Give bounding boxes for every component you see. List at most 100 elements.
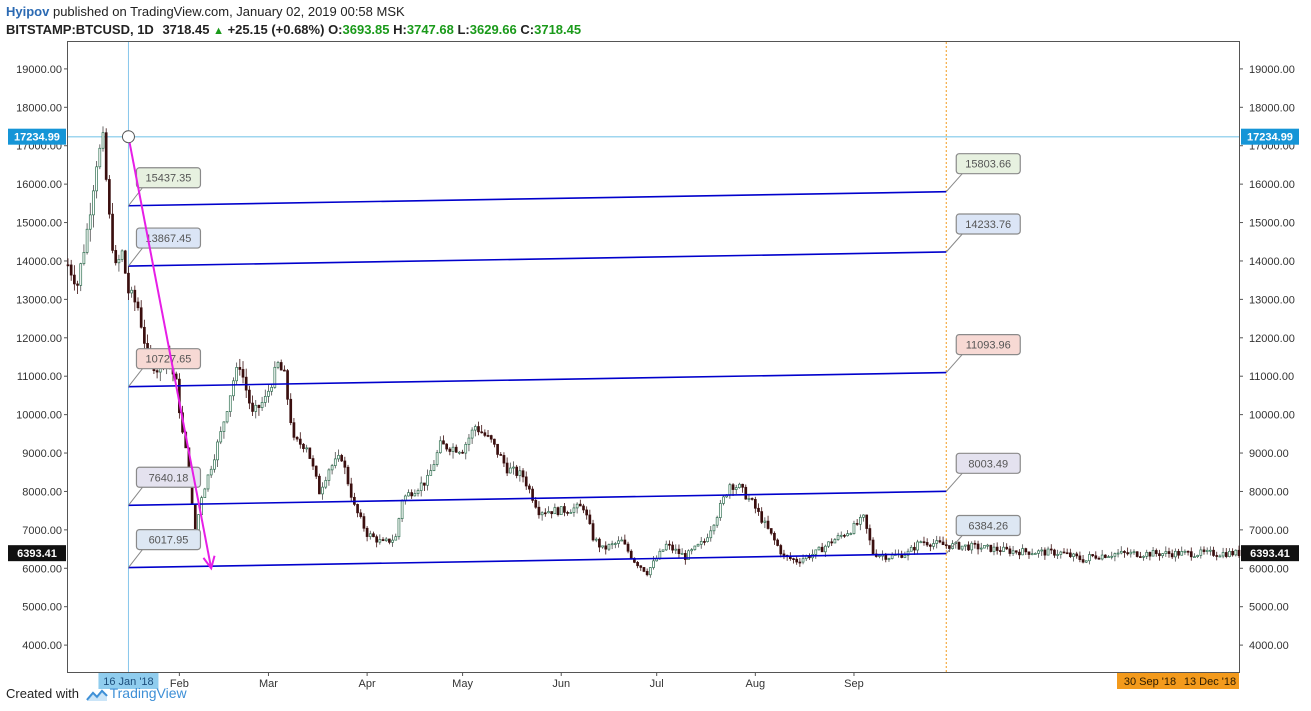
candle bbox=[515, 464, 519, 479]
candle-body-up bbox=[1209, 549, 1212, 552]
candle bbox=[127, 265, 130, 301]
candle-body-down bbox=[925, 542, 929, 546]
candle bbox=[598, 537, 601, 553]
candle-body-up bbox=[916, 541, 919, 551]
candle bbox=[1040, 547, 1044, 556]
candle bbox=[117, 254, 121, 272]
candle-body-down bbox=[563, 506, 566, 513]
candle bbox=[260, 396, 264, 411]
candle bbox=[238, 358, 242, 376]
candle-body-up bbox=[473, 426, 477, 431]
candle-body-up bbox=[82, 252, 86, 265]
candle-body-down bbox=[461, 451, 464, 454]
candle bbox=[760, 507, 764, 525]
candle bbox=[1005, 543, 1009, 551]
candle-body-up bbox=[327, 469, 331, 481]
candle-body-up bbox=[92, 190, 95, 216]
candle bbox=[343, 456, 347, 475]
candle bbox=[855, 519, 859, 526]
candle-body-up bbox=[270, 387, 273, 392]
candle-body-up bbox=[661, 549, 665, 552]
author-name[interactable]: Hyipov bbox=[6, 4, 50, 19]
candle bbox=[979, 542, 983, 553]
candle bbox=[130, 286, 133, 298]
candle-body-down bbox=[1053, 549, 1056, 556]
trend-lines[interactable]: 15437.35 15803.66 13867.45 14233.76 10727.65… bbox=[128, 153, 1021, 569]
candle-body-down bbox=[1139, 556, 1142, 558]
candle bbox=[795, 555, 799, 565]
candle-body-down bbox=[136, 301, 140, 309]
candle bbox=[123, 249, 127, 274]
candle-body-down bbox=[884, 554, 888, 560]
candle-body-down bbox=[779, 545, 783, 555]
candle-body-down bbox=[645, 571, 649, 576]
range-start-date-text: 30 Sep '18 bbox=[1124, 676, 1176, 688]
candle bbox=[1177, 548, 1180, 559]
candle-body-down bbox=[1024, 548, 1028, 553]
candle bbox=[871, 537, 875, 556]
candle-body-up bbox=[451, 446, 455, 452]
candle bbox=[744, 484, 748, 500]
candle-body-up bbox=[613, 543, 617, 545]
candle-body-up bbox=[986, 544, 989, 547]
candle-body-down bbox=[626, 543, 630, 552]
candle bbox=[782, 549, 786, 560]
candle-body-down bbox=[1094, 555, 1098, 559]
candle bbox=[85, 223, 89, 255]
trend-start-label-box bbox=[135, 227, 202, 249]
trend-start-label-box bbox=[135, 466, 202, 488]
candle-body-up bbox=[610, 543, 614, 546]
trend-start-label-pointer bbox=[128, 486, 143, 506]
candle bbox=[454, 444, 458, 453]
candle bbox=[88, 202, 92, 242]
candle-body-down bbox=[375, 536, 378, 543]
candle bbox=[550, 511, 554, 519]
candle-body-up bbox=[1110, 555, 1114, 558]
candle-body-up bbox=[1161, 553, 1164, 557]
down-arrow-drawing[interactable] bbox=[121, 130, 216, 571]
candle-body-up bbox=[85, 228, 89, 253]
trend-end-label-text: 15803.66 bbox=[965, 159, 1011, 171]
candle-body-up bbox=[438, 440, 442, 454]
candle-body-down bbox=[356, 504, 359, 514]
candle-body-up bbox=[572, 507, 576, 513]
candle bbox=[222, 421, 226, 439]
candle-body-up bbox=[321, 486, 324, 495]
candle-body-up bbox=[696, 543, 700, 547]
candle-body-up bbox=[470, 429, 474, 439]
candle-body-down bbox=[1014, 550, 1018, 553]
candle bbox=[508, 462, 512, 474]
candle-body-down bbox=[703, 541, 706, 543]
trend-line-5 bbox=[128, 552, 947, 569]
candle bbox=[1234, 549, 1238, 557]
candle bbox=[1081, 554, 1085, 564]
trend-line-3 bbox=[128, 371, 947, 388]
y-tick-label: 6000.00 bbox=[22, 563, 62, 575]
candle-body-down bbox=[598, 538, 601, 548]
candle-body-down bbox=[73, 274, 76, 285]
trend-start-label-text: 6017.95 bbox=[149, 535, 189, 547]
candle-body-up bbox=[680, 553, 684, 555]
candle bbox=[677, 544, 681, 558]
candle-body-up bbox=[903, 554, 907, 558]
candle-body-down bbox=[1126, 552, 1129, 555]
tradingview-brand[interactable]: TradingView bbox=[109, 685, 187, 701]
candle-body-down bbox=[1135, 551, 1139, 557]
candle-body-up bbox=[397, 518, 401, 538]
candle bbox=[1193, 553, 1196, 558]
candle-body-down bbox=[1062, 551, 1066, 554]
candle bbox=[337, 449, 340, 462]
trend-end-label-text: 6384.26 bbox=[968, 521, 1008, 533]
trend-end-label-pointer bbox=[945, 173, 963, 193]
candle-body-up bbox=[674, 548, 678, 551]
candle-body-down bbox=[731, 484, 735, 490]
candle bbox=[585, 506, 589, 520]
candle bbox=[547, 506, 550, 514]
candle-body-down bbox=[493, 438, 496, 445]
y-tick-label: 14000.00 bbox=[16, 256, 62, 268]
candle bbox=[298, 432, 302, 449]
candle-body-down bbox=[362, 516, 366, 529]
candle bbox=[1189, 547, 1193, 561]
candle-body-up bbox=[203, 488, 207, 498]
